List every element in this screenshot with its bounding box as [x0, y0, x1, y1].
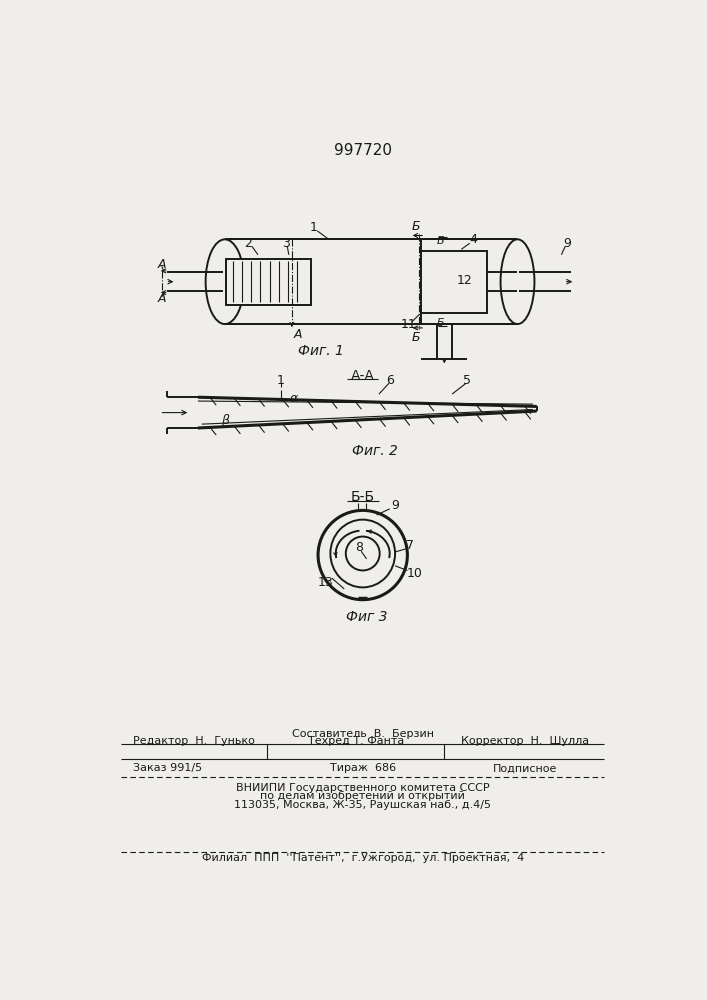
Text: Тираж  686: Тираж 686	[329, 763, 396, 773]
Text: Подписное: Подписное	[493, 763, 557, 773]
Text: А: А	[294, 328, 303, 341]
Text: 1: 1	[310, 221, 317, 234]
Text: Б: Б	[437, 318, 444, 328]
Text: Заказ 991/5: Заказ 991/5	[133, 763, 201, 773]
Text: 6: 6	[387, 374, 395, 387]
Text: ВНИИПИ Государственного комитета СССР: ВНИИПИ Государственного комитета СССР	[236, 783, 489, 793]
Text: Б: Б	[411, 331, 420, 344]
Text: А-А: А-А	[351, 369, 375, 383]
Text: Филиал  ППП  ''Патент'',  г.Ужгород,  ул. Проектная,  4: Филиал ППП ''Патент'', г.Ужгород, ул. Пр…	[201, 853, 524, 863]
Text: Б: Б	[437, 236, 444, 246]
Text: 4: 4	[469, 233, 477, 246]
Text: А: А	[158, 258, 166, 271]
Text: 9: 9	[563, 237, 571, 250]
Text: Фиг 3: Фиг 3	[346, 610, 387, 624]
Text: по делам изобретений и открытий: по делам изобретений и открытий	[260, 791, 465, 801]
Text: 12: 12	[457, 274, 472, 287]
Text: 1: 1	[277, 374, 285, 387]
Text: α: α	[290, 392, 298, 405]
Text: 11: 11	[400, 318, 416, 331]
Text: 113035, Москва, Ж-35, Раушская наб., д.4/5: 113035, Москва, Ж-35, Раушская наб., д.4…	[234, 800, 491, 810]
Text: Корректор  Н.  Шулла: Корректор Н. Шулла	[461, 736, 589, 746]
Text: А: А	[158, 292, 166, 305]
Text: 8: 8	[355, 541, 363, 554]
Text: β: β	[221, 414, 229, 427]
Text: 9: 9	[391, 499, 399, 512]
Text: 5: 5	[464, 374, 472, 387]
Text: Б-Б: Б-Б	[351, 490, 375, 504]
Text: Фиг. 2: Фиг. 2	[352, 444, 398, 458]
Bar	[226, 259, 311, 305]
Text: 997720: 997720	[334, 143, 392, 158]
Text: 10: 10	[407, 567, 423, 580]
Text: Б: Б	[411, 220, 420, 233]
Text: 2: 2	[244, 237, 252, 250]
Text: Составитель  В.  Берзин: Составитель В. Берзин	[292, 729, 433, 739]
Text: Техред Т. Фанта: Техред Т. Фанта	[308, 736, 404, 746]
Text: 7: 7	[407, 539, 414, 552]
Text: Фиг. 1: Фиг. 1	[298, 344, 344, 358]
Text: 13: 13	[318, 576, 334, 588]
Bar	[421, 251, 486, 312]
Text: Редактор  Н.  Гунько: Редактор Н. Гунько	[133, 736, 255, 746]
Text: 3: 3	[283, 237, 291, 250]
